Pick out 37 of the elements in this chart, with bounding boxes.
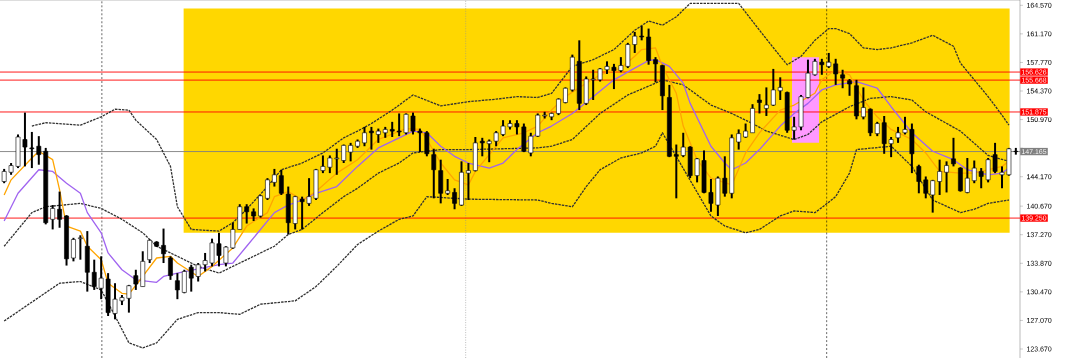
candlestick — [78, 234, 83, 261]
candlestick — [71, 236, 76, 263]
candlestick — [244, 203, 250, 225]
candlestick — [944, 160, 949, 194]
candlestick — [175, 272, 180, 301]
candlestick — [265, 177, 270, 202]
candlestick — [673, 143, 679, 200]
candlestick — [50, 204, 56, 231]
candlestick — [653, 56, 658, 84]
candlestick — [861, 86, 866, 121]
candlestick — [348, 141, 353, 163]
candlestick — [757, 93, 762, 115]
candlestick — [369, 125, 374, 151]
candlestick — [937, 158, 942, 196]
candlestick — [431, 147, 437, 200]
candlestick — [770, 67, 776, 107]
candlestick — [452, 187, 457, 211]
candlestick — [777, 76, 783, 101]
line-series — [31, 2, 1010, 232]
candlestick — [964, 156, 970, 195]
candlestick — [438, 158, 444, 205]
candlestick — [764, 86, 769, 117]
candlestick — [362, 125, 367, 148]
line-series — [3, 132, 1010, 349]
candlestick — [466, 162, 471, 202]
candlestick — [168, 255, 173, 281]
candlestick — [646, 27, 651, 66]
candlestick — [867, 107, 873, 138]
candlestick — [57, 190, 62, 229]
candlestick — [833, 57, 839, 86]
candlestick — [951, 136, 956, 168]
candlestick — [161, 227, 166, 265]
candlestick — [958, 166, 963, 193]
candlestick — [278, 168, 284, 196]
candlestick — [930, 178, 936, 214]
candlestick — [840, 68, 845, 90]
candlestick — [736, 128, 742, 151]
